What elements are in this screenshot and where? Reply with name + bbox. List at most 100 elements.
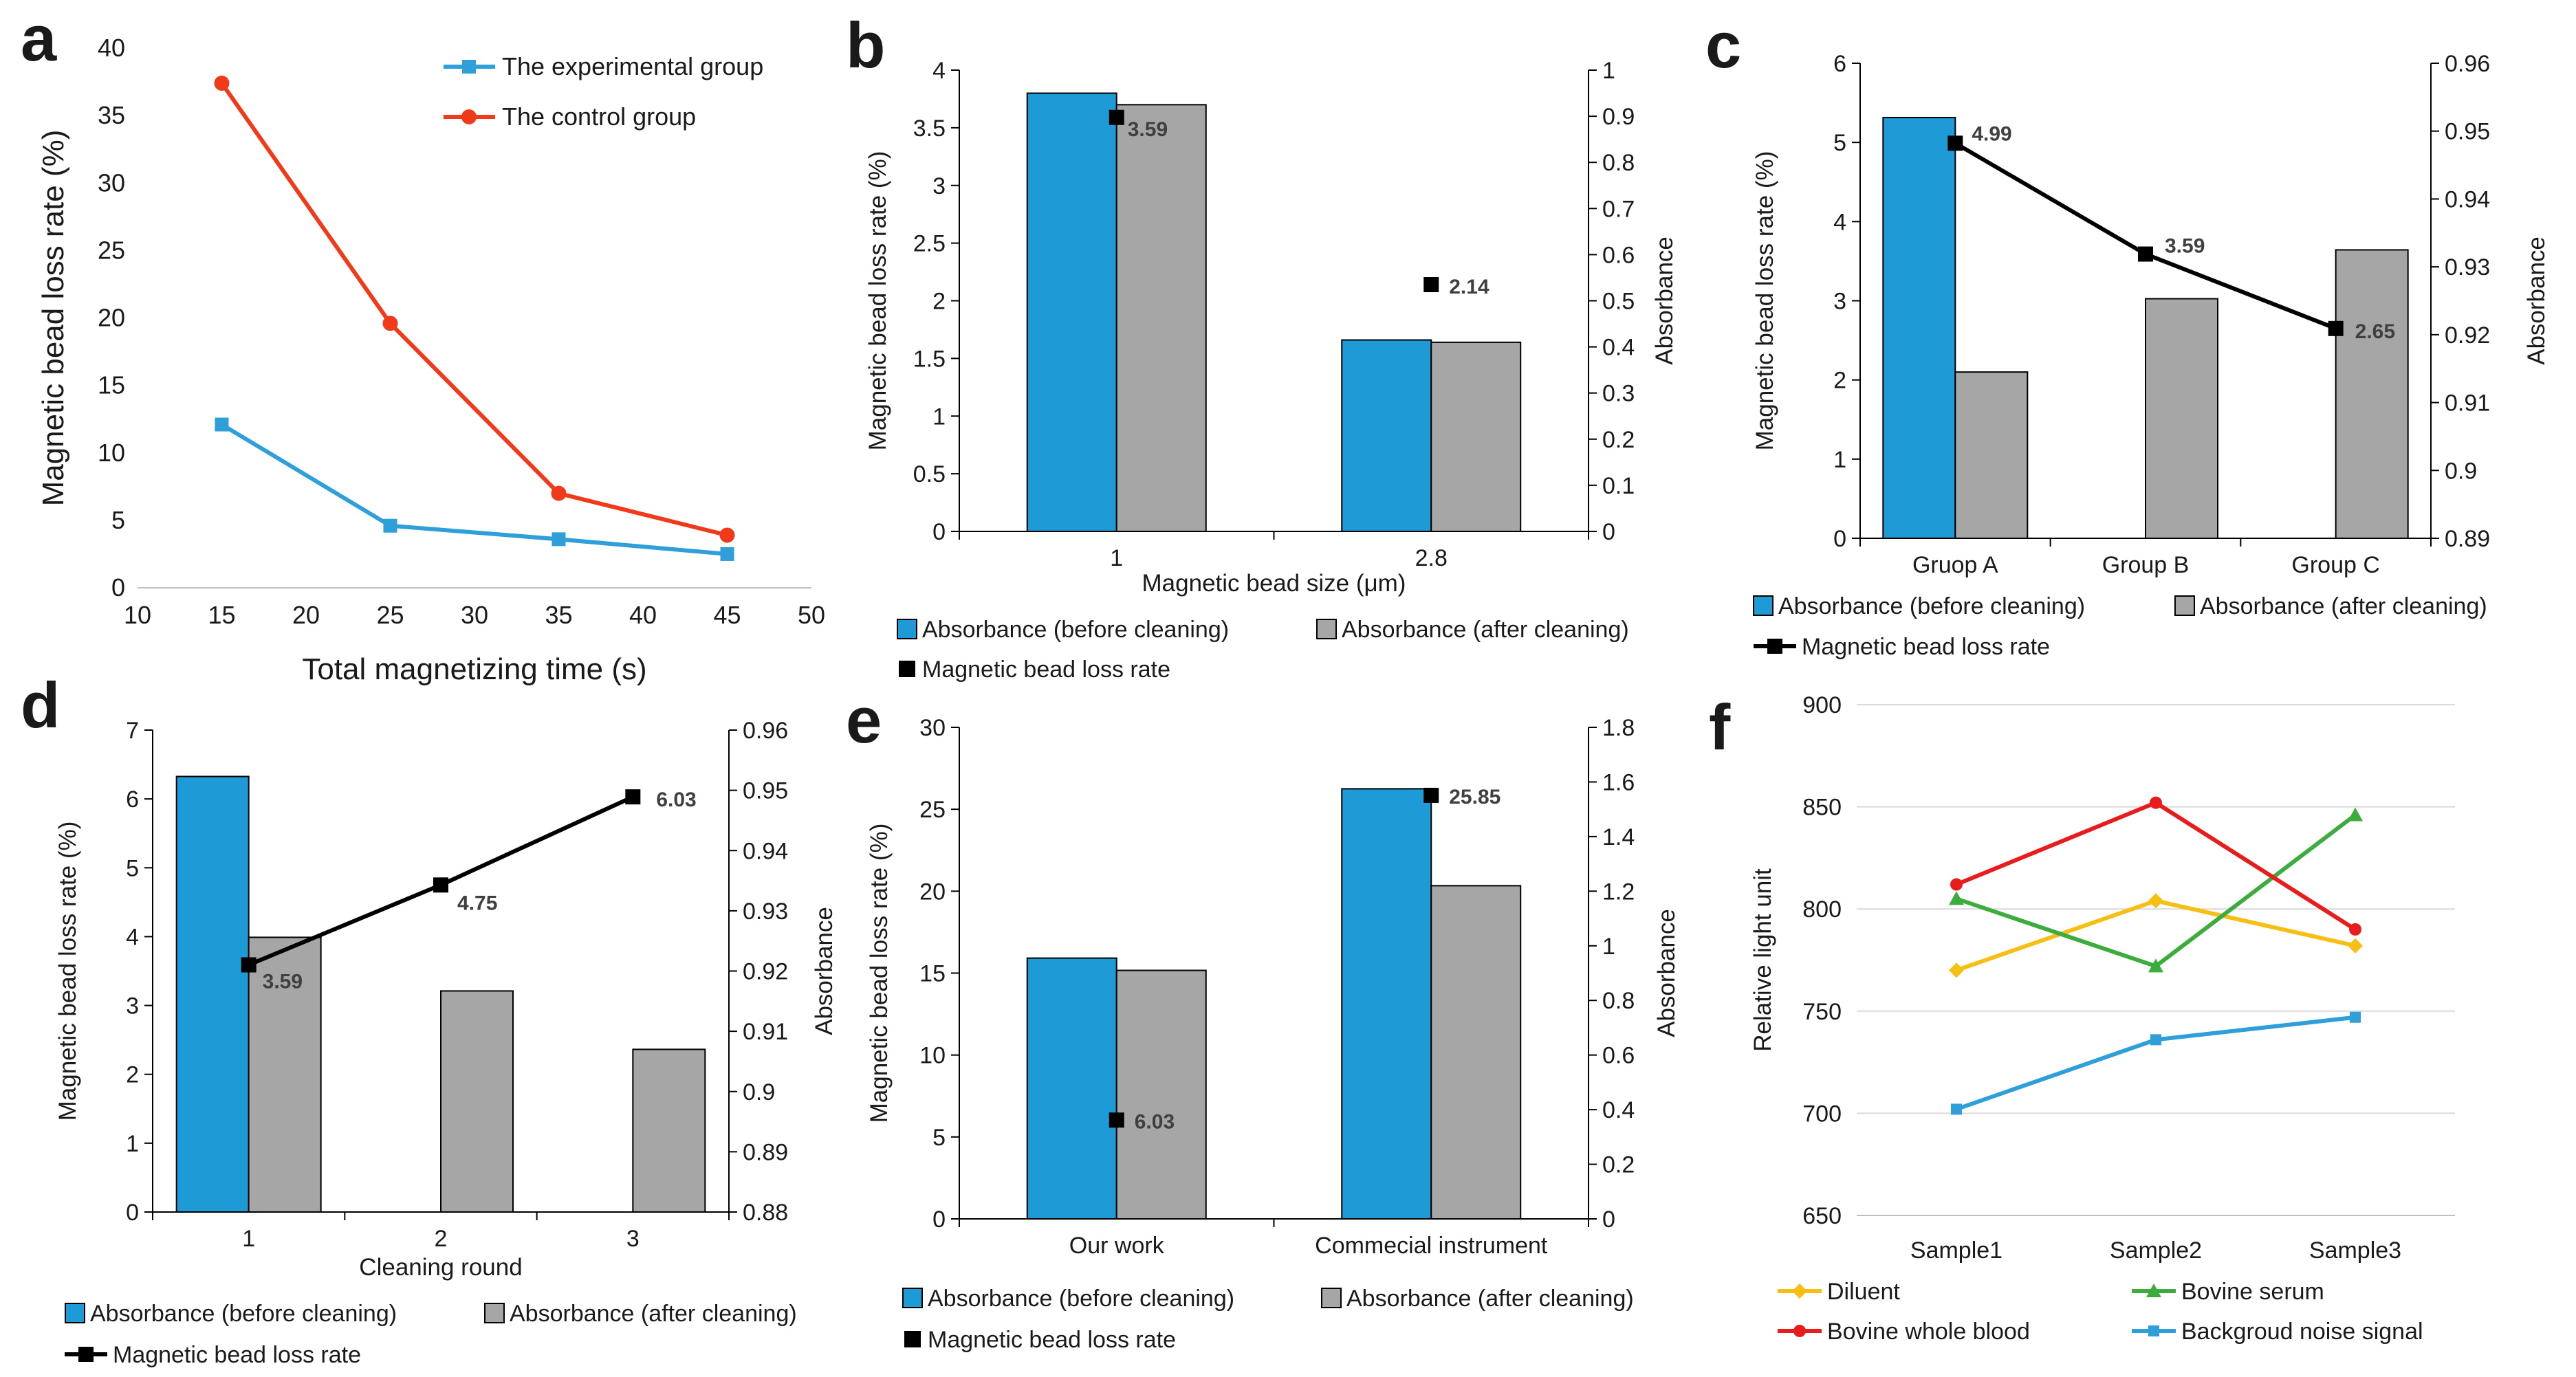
y-tick-label: 4 bbox=[126, 924, 139, 950]
data-point bbox=[1949, 962, 1964, 978]
category-label: 1 bbox=[242, 1226, 255, 1252]
bar-before-cleaning bbox=[1341, 339, 1432, 532]
y2-tick-label: 0 bbox=[1602, 519, 1615, 545]
category-label: Group B bbox=[2102, 552, 2190, 578]
y-tick-label: 900 bbox=[1802, 692, 1842, 718]
loss-marker bbox=[625, 789, 641, 805]
panel-label-f: f bbox=[1709, 691, 1731, 763]
loss-data-label: 2.14 bbox=[1449, 276, 1489, 298]
y-tick-label: 2 bbox=[1833, 368, 1846, 394]
y-tick-label: 20 bbox=[98, 304, 125, 332]
legend-label: Magnetic bead loss rate bbox=[113, 1342, 361, 1368]
y2-tick-label: 0 bbox=[1602, 1207, 1615, 1233]
legend-label: Absorbance (after cleaning) bbox=[1346, 1286, 1634, 1312]
data-point bbox=[719, 527, 735, 543]
panel-label-c: c bbox=[1705, 9, 1741, 81]
loss-marker bbox=[2328, 320, 2344, 336]
y2-tick-label: 1.2 bbox=[1602, 879, 1635, 905]
y-tick-label: 3 bbox=[932, 173, 946, 199]
data-point bbox=[2350, 1011, 2361, 1023]
legend-marker bbox=[2148, 1325, 2159, 1336]
legend-swatch-after bbox=[484, 1303, 505, 1323]
y-axis-title: Magnetic bead loss rate (%) bbox=[54, 822, 81, 1121]
y2-tick-label: 0.8 bbox=[1602, 988, 1635, 1014]
y-tick-label: 1 bbox=[1833, 447, 1846, 473]
y2-tick-label: 0.9 bbox=[2445, 458, 2477, 484]
y2-axis-title: Absorbance bbox=[811, 907, 838, 1035]
legend-loss-marker bbox=[899, 661, 915, 677]
bar-after-cleaning bbox=[2335, 249, 2409, 539]
y2-tick-label: 0.95 bbox=[743, 778, 788, 804]
y2-tick-label: 0.5 bbox=[1602, 289, 1635, 315]
y-tick-label: 7 bbox=[126, 718, 139, 744]
category-label: Commecial instrument bbox=[1315, 1233, 1548, 1259]
loss-data-label: 2.65 bbox=[2355, 320, 2395, 343]
legend-label: Diluent bbox=[1827, 1279, 1900, 1305]
y2-tick-label: 0.94 bbox=[743, 838, 788, 864]
y2-tick-label: 0.9 bbox=[1602, 104, 1635, 130]
y2-tick-label: 0.96 bbox=[2445, 51, 2490, 77]
x-tick-label: 25 bbox=[376, 601, 404, 629]
y2-tick-label: 0.93 bbox=[2445, 254, 2490, 280]
legend-marker bbox=[1793, 1325, 1806, 1337]
bar-before-cleaning bbox=[1026, 92, 1117, 533]
bar-after-cleaning bbox=[1115, 969, 1207, 1220]
y2-tick-label: 0.89 bbox=[743, 1139, 788, 1165]
legend-label: Absorbance (before cleaning) bbox=[922, 617, 1229, 643]
y-tick-label: 1 bbox=[126, 1131, 139, 1157]
y-tick-label: 25 bbox=[919, 797, 946, 823]
legend-label: Magnetic bead loss rate bbox=[1802, 634, 2050, 660]
category-label: 3 bbox=[626, 1226, 640, 1252]
panel-label-e: e bbox=[846, 684, 882, 756]
legend-label: Absorbance (before cleaning) bbox=[1778, 593, 2085, 619]
y2-tick-label: 1 bbox=[1602, 934, 1615, 960]
loss-data-label: 4.99 bbox=[1972, 122, 2011, 145]
series-line-1 bbox=[220, 82, 728, 538]
series-line-3 bbox=[1956, 1015, 2356, 1112]
y-tick-label: 5 bbox=[126, 855, 139, 881]
y-tick-label: 5 bbox=[932, 1125, 946, 1151]
legend-swatch-after bbox=[2174, 595, 2195, 616]
legend-loss-marker bbox=[904, 1331, 921, 1347]
legend-marker bbox=[2146, 1284, 2161, 1297]
y-tick-label: 6 bbox=[1833, 51, 1846, 77]
y-tick-label: 2 bbox=[126, 1062, 139, 1088]
y-tick-label: 10 bbox=[98, 439, 125, 467]
legend-label: Bovine whole blood bbox=[1827, 1319, 2030, 1345]
y2-tick-label: 0.95 bbox=[2445, 119, 2490, 145]
y-axis-title: Magnetic bead loss rate (%) bbox=[864, 151, 891, 451]
y2-tick-label: 0.8 bbox=[1602, 150, 1635, 176]
loss-marker bbox=[433, 877, 448, 893]
y2-tick-label: 0.6 bbox=[1602, 242, 1635, 268]
y-tick-label: 4 bbox=[1833, 209, 1846, 235]
category-label: Our work bbox=[1069, 1233, 1165, 1259]
y2-axis-title: Absorbance bbox=[1653, 909, 1680, 1037]
loss-marker bbox=[241, 957, 256, 973]
bar-before-cleaning bbox=[1026, 957, 1117, 1220]
loss-marker bbox=[1947, 135, 1963, 151]
category-label: Sample2 bbox=[2110, 1237, 2202, 1264]
legend-label: Magnetic bead loss rate bbox=[928, 1327, 1176, 1353]
loss-marker bbox=[1423, 787, 1439, 803]
category-label: 2 bbox=[435, 1226, 448, 1252]
data-point bbox=[382, 316, 398, 331]
legend-swatch-before bbox=[1753, 595, 1773, 616]
x-tick-label: 50 bbox=[798, 601, 825, 629]
data-point bbox=[383, 518, 397, 533]
legend-swatch-before bbox=[65, 1303, 85, 1323]
chart-b: 0 0.5 1 1.5 2 2.5 3 3.5 4 0 0.1 0.2 0.3 0.4 0.5 0.6 0.7 0… bbox=[864, 58, 1678, 683]
legend-label: Backgroud noise signal bbox=[2181, 1319, 2423, 1345]
panel-label-b: b bbox=[846, 9, 885, 81]
category-label: 1 bbox=[1110, 545, 1123, 571]
bar-before-cleaning bbox=[1882, 116, 1956, 539]
legend-label: Magnetic bead loss rate bbox=[922, 657, 1170, 683]
data-point bbox=[2349, 923, 2361, 936]
legend-label: The control group bbox=[502, 102, 696, 131]
legend-label: Bovine serum bbox=[2181, 1279, 2324, 1305]
y2-tick-label: 0.91 bbox=[2445, 390, 2490, 417]
legend-label: Absorbance (after cleaning) bbox=[1342, 617, 1629, 643]
legend-label: The experimental group bbox=[502, 52, 763, 80]
legend-marker bbox=[1792, 1284, 1807, 1299]
y-tick-label: 3.5 bbox=[913, 115, 946, 142]
